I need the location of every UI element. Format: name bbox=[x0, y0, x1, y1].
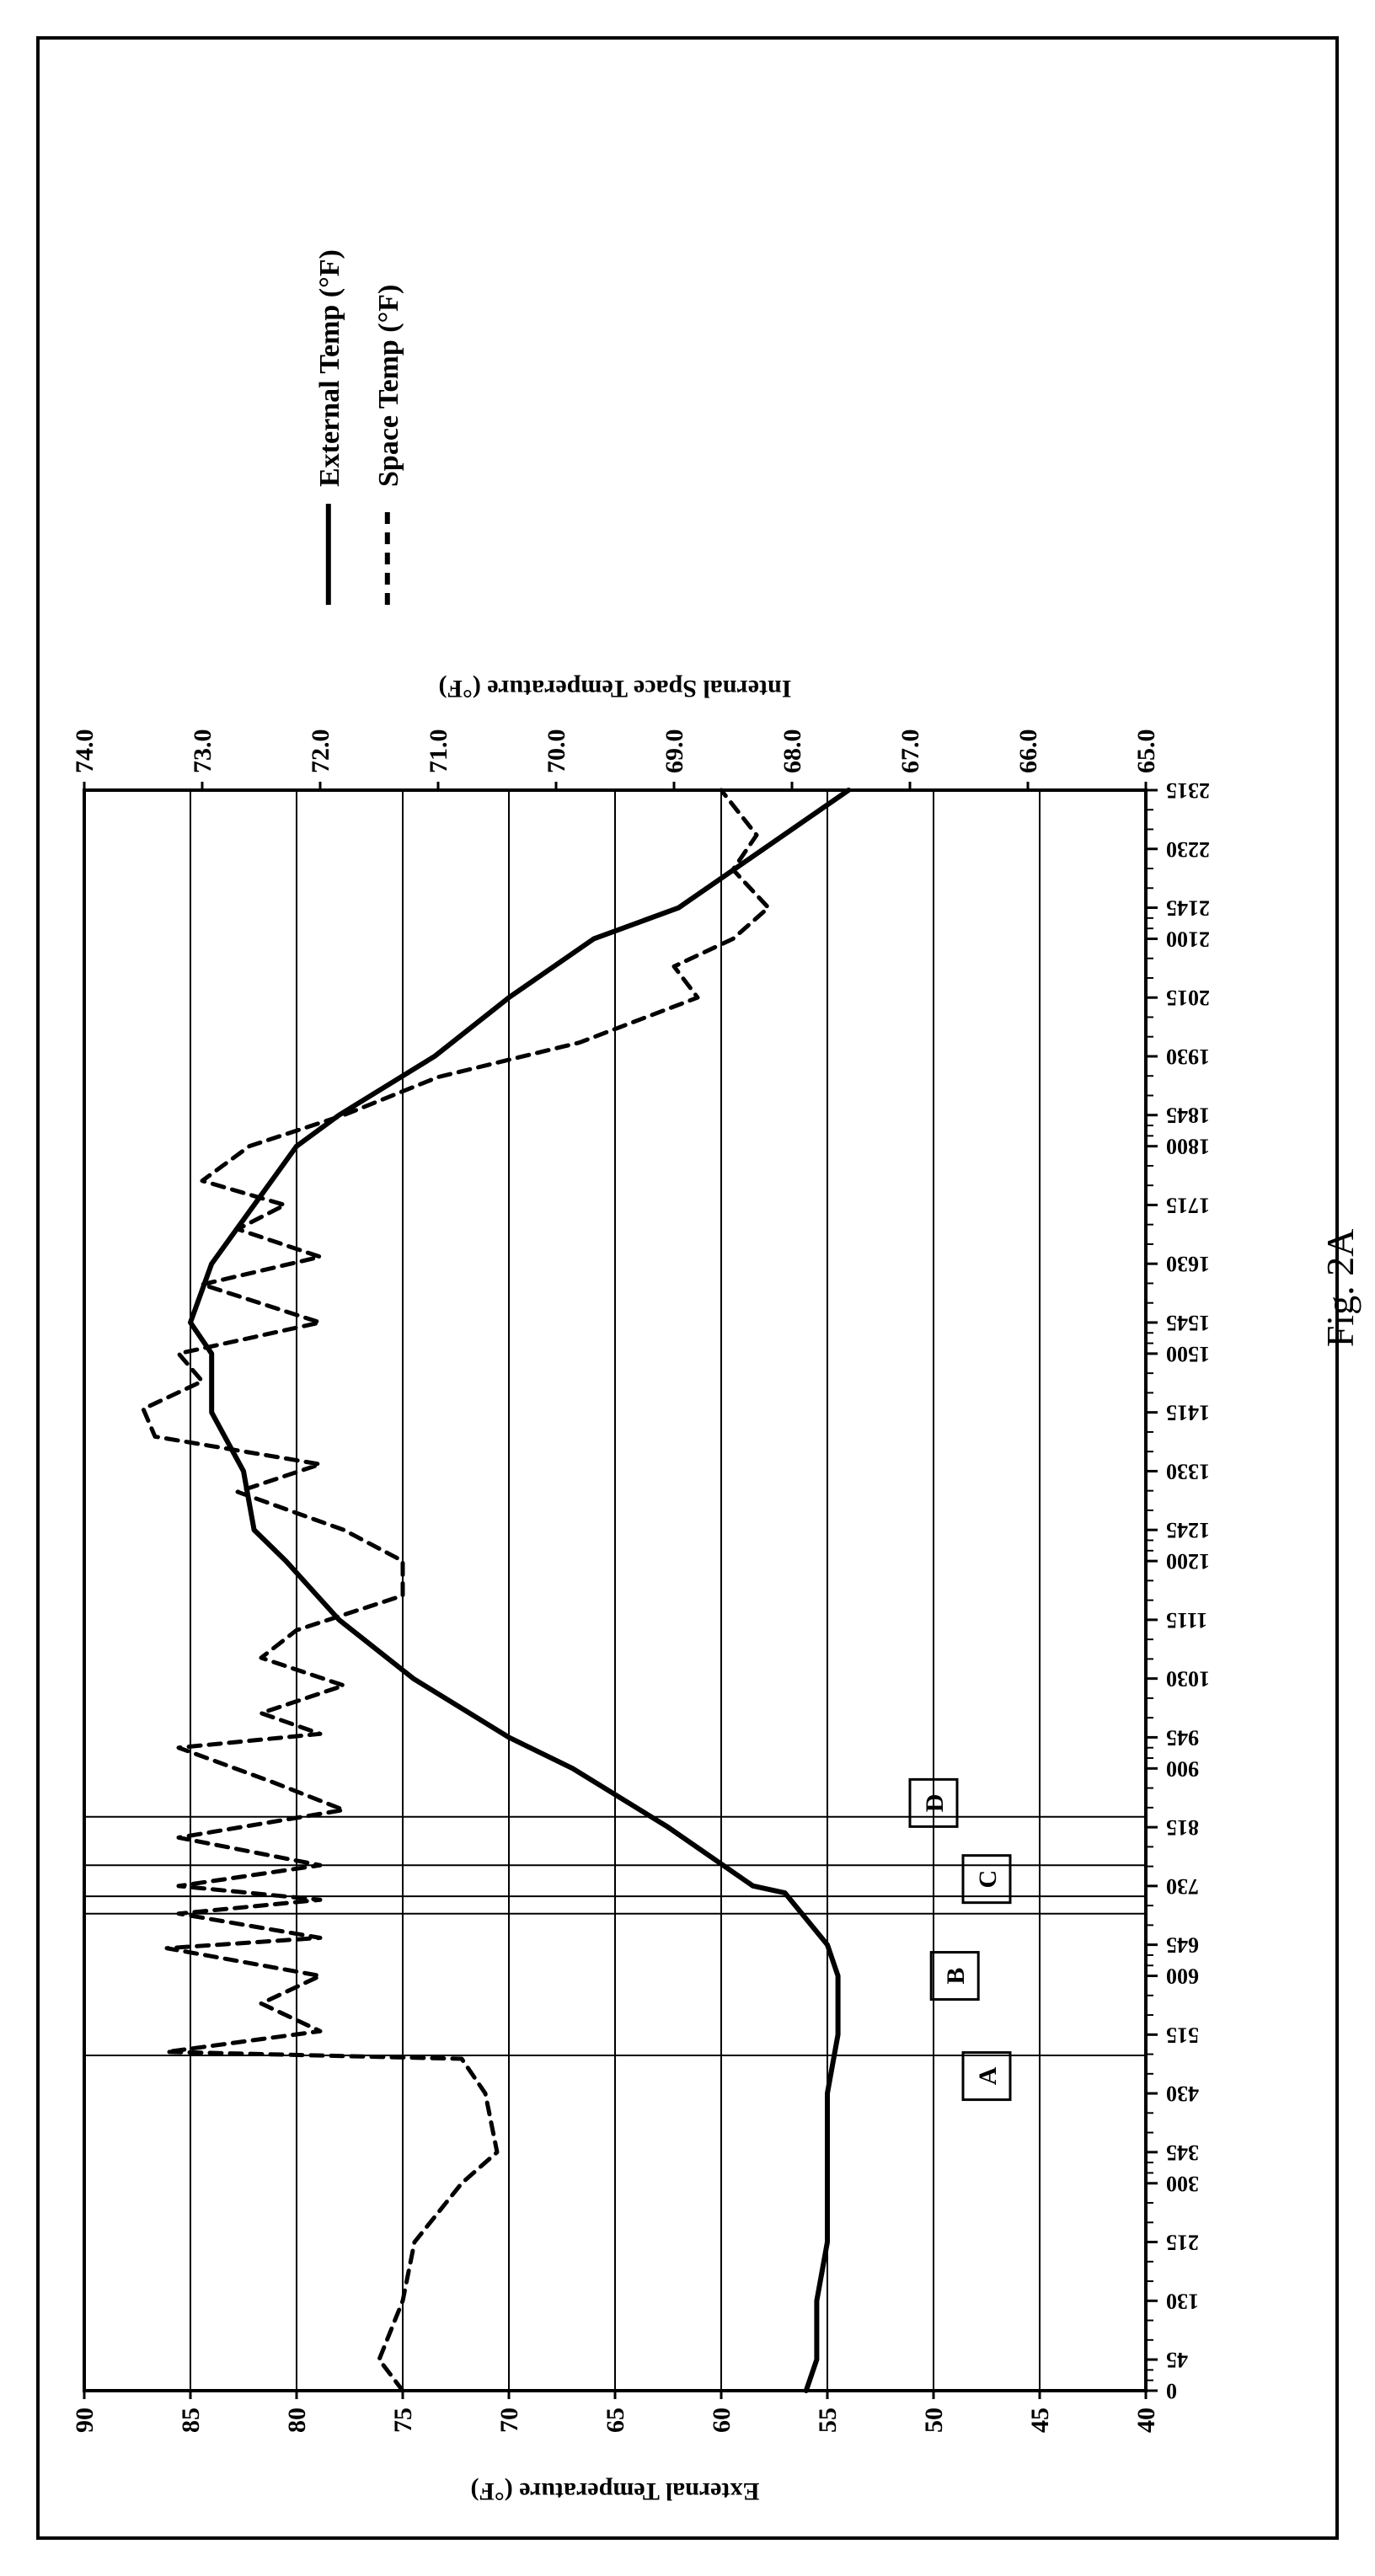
svg-text:66.0: 66.0 bbox=[1014, 730, 1042, 774]
svg-text:1500: 1500 bbox=[1166, 1342, 1210, 1366]
svg-text:2145: 2145 bbox=[1166, 896, 1210, 921]
svg-text:68.0: 68.0 bbox=[778, 730, 806, 774]
svg-text:1200: 1200 bbox=[1166, 1549, 1210, 1574]
svg-text:1330: 1330 bbox=[1166, 1459, 1210, 1483]
svg-text:130: 130 bbox=[1166, 2289, 1199, 2313]
temperature-chart: 40 45 50 55 60 65 70 75 80 85 90 External Temperatu… bbox=[0, 0, 1375, 2576]
svg-text:75: 75 bbox=[389, 2408, 417, 2433]
svg-text:90: 90 bbox=[71, 2408, 99, 2433]
svg-text:1245: 1245 bbox=[1166, 1518, 1210, 1542]
svg-text:45: 45 bbox=[1026, 2408, 1054, 2433]
svg-text:730: 730 bbox=[1166, 1874, 1199, 1899]
svg-text:B: B bbox=[942, 1968, 970, 1985]
svg-text:Space Temp (°F): Space Temp (°F) bbox=[373, 285, 404, 487]
svg-text:1845: 1845 bbox=[1166, 1104, 1210, 1128]
svg-text:65: 65 bbox=[602, 2408, 629, 2433]
svg-text:55: 55 bbox=[814, 2408, 842, 2433]
svg-text:945: 945 bbox=[1166, 1725, 1199, 1750]
svg-text:2230: 2230 bbox=[1166, 837, 1210, 862]
svg-text:600: 600 bbox=[1166, 1964, 1199, 1989]
svg-text:Fig. 2A: Fig. 2A bbox=[1319, 1229, 1362, 1348]
svg-text:45: 45 bbox=[1166, 2348, 1188, 2372]
svg-text:C: C bbox=[974, 1870, 1002, 1889]
svg-text:69.0: 69.0 bbox=[661, 730, 688, 774]
svg-text:345: 345 bbox=[1166, 2140, 1199, 2165]
svg-text:1115: 1115 bbox=[1166, 1608, 1207, 1633]
svg-text:1930: 1930 bbox=[1166, 1045, 1210, 1069]
svg-text:40: 40 bbox=[1132, 2408, 1160, 2433]
svg-text:2015: 2015 bbox=[1166, 986, 1210, 1010]
svg-text:External Temperature (°F): External Temperature (°F) bbox=[470, 2477, 759, 2505]
svg-text:1415: 1415 bbox=[1166, 1401, 1210, 1425]
svg-text:645: 645 bbox=[1166, 1933, 1199, 1958]
svg-text:900: 900 bbox=[1166, 1756, 1199, 1781]
svg-text:515: 515 bbox=[1166, 2023, 1199, 2047]
svg-text:65.0: 65.0 bbox=[1132, 730, 1160, 774]
svg-text:80: 80 bbox=[283, 2408, 311, 2433]
svg-text:2100: 2100 bbox=[1166, 927, 1210, 951]
svg-text:72.0: 72.0 bbox=[307, 730, 334, 774]
svg-text:67.0: 67.0 bbox=[896, 730, 924, 774]
svg-text:2315: 2315 bbox=[1166, 778, 1210, 803]
svg-text:70.0: 70.0 bbox=[543, 730, 570, 774]
svg-text:71.0: 71.0 bbox=[425, 730, 452, 774]
svg-text:70: 70 bbox=[495, 2408, 523, 2433]
svg-text:D: D bbox=[921, 1794, 949, 1813]
svg-text:1030: 1030 bbox=[1166, 1667, 1210, 1692]
svg-text:Internal Space Temperature (°F: Internal Space Temperature (°F) bbox=[439, 675, 792, 703]
svg-text:A: A bbox=[974, 2066, 1002, 2085]
svg-text:73.0: 73.0 bbox=[189, 730, 217, 774]
svg-text:815: 815 bbox=[1166, 1815, 1199, 1840]
svg-text:External Temp (°F): External Temp (°F) bbox=[314, 249, 345, 487]
svg-text:60: 60 bbox=[708, 2408, 736, 2433]
page: 40 45 50 55 60 65 70 75 80 85 90 External Temperatu… bbox=[0, 0, 1375, 2576]
svg-text:85: 85 bbox=[177, 2408, 205, 2433]
svg-text:1630: 1630 bbox=[1166, 1252, 1210, 1276]
svg-text:0: 0 bbox=[1166, 2379, 1177, 2403]
svg-text:430: 430 bbox=[1166, 2082, 1199, 2106]
svg-text:215: 215 bbox=[1166, 2231, 1199, 2255]
svg-text:1800: 1800 bbox=[1166, 1135, 1210, 1159]
svg-text:1715: 1715 bbox=[1166, 1193, 1210, 1217]
svg-text:74.0: 74.0 bbox=[71, 730, 99, 774]
svg-text:1545: 1545 bbox=[1166, 1311, 1210, 1335]
svg-text:300: 300 bbox=[1166, 2172, 1199, 2196]
svg-text:50: 50 bbox=[920, 2408, 948, 2433]
